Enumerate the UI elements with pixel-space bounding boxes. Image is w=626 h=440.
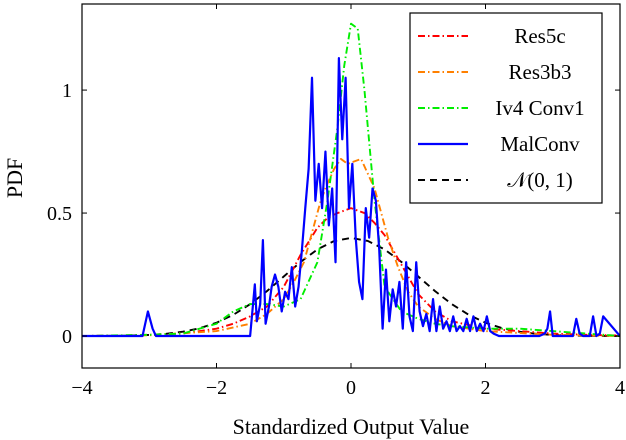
y-tick-label: 0.5 [47,203,72,225]
x-axis-label: Standardized Output Value [233,414,470,439]
x-tick-label: −2 [206,377,227,399]
series-line-0-1 [82,236,620,337]
series-line-res5c [82,207,620,337]
legend-label-res3b3: Res3b3 [509,60,572,84]
series-layer [82,22,620,338]
series-line-res3b3 [82,157,620,337]
x-tick-label: 4 [615,377,625,399]
ticks-layer: −4 −2 0 2 4 0 0.5 1 [47,4,625,399]
y-tick-label: 0 [62,326,72,348]
series-line-malconv [82,57,620,338]
y-tick-label: 1 [62,80,72,102]
legend-box [409,12,603,204]
legend-label-res5c: Res5c [514,24,565,48]
x-tick-label: −4 [71,377,92,399]
legend: Res5c Res3b3 Iv4 Conv1 MalConv 𝒩(0, 1) [409,12,603,204]
x-tick-label: 2 [481,377,491,399]
legend-label-malconv: MalConv [500,132,580,156]
legend-label-iv4-conv1: Iv4 Conv1 [495,96,584,120]
legend-label-0-1: 𝒩(0, 1) [507,168,573,192]
x-tick-label: 0 [346,377,356,399]
y-axis-label: PDF [2,158,27,198]
